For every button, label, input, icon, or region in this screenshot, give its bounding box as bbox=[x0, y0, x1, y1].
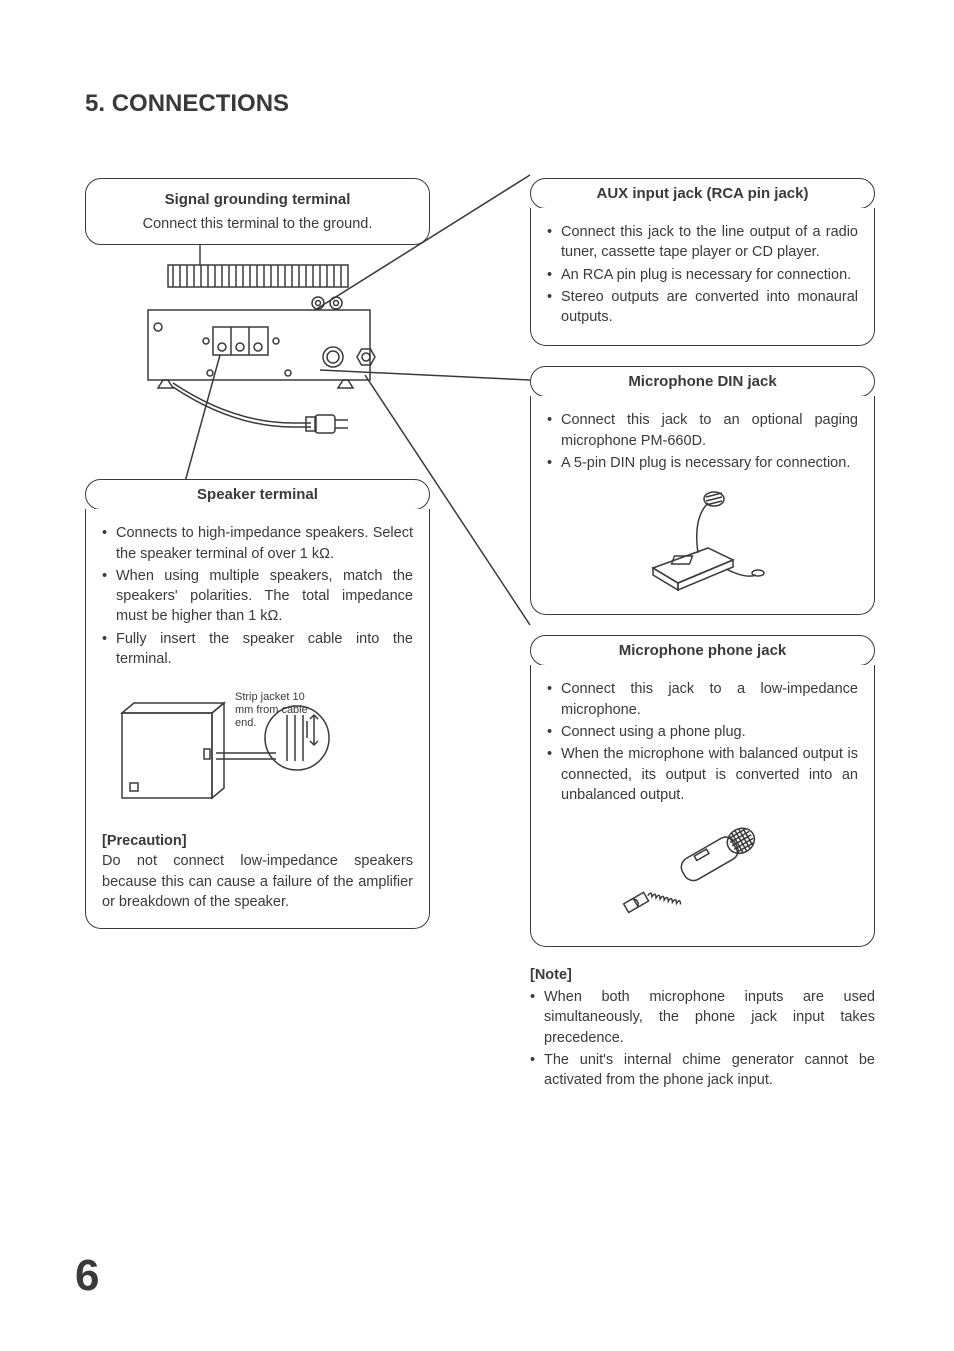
list-item: Stereo outputs are converted into monaur… bbox=[547, 287, 858, 328]
list-item: Connect this jack to an optional paging … bbox=[547, 410, 858, 451]
strip-l3: end. bbox=[235, 717, 256, 729]
section-number: 5. bbox=[85, 90, 105, 117]
callout-ground: Signal grounding terminal Connect this t… bbox=[85, 178, 430, 245]
din-bullets: Connect this jack to an optional paging … bbox=[547, 410, 858, 473]
din-title-box: Microphone DIN jack bbox=[530, 366, 875, 397]
speaker-bullets: Connects to high-impedance speakers. Sel… bbox=[102, 523, 413, 669]
precaution-title: [Precaution] bbox=[102, 833, 413, 849]
din-title: Microphone DIN jack bbox=[628, 373, 776, 390]
section-heading: 5. CONNECTIONS bbox=[85, 90, 879, 118]
list-item: A 5-pin DIN plug is necessary for connec… bbox=[547, 453, 858, 473]
callout-phone: Connect this jack to a low-impedance mic… bbox=[530, 665, 875, 947]
list-item: Connects to high-impedance speakers. Sel… bbox=[102, 523, 413, 564]
page-number: 6 bbox=[75, 1251, 99, 1301]
phone-title: Microphone phone jack bbox=[619, 642, 787, 659]
list-item: When the microphone with balanced output… bbox=[547, 744, 858, 805]
aux-title: AUX input jack (RCA pin jack) bbox=[597, 185, 809, 202]
list-item: When using multiple speakers, match the … bbox=[102, 566, 413, 627]
hand-mic-illustration bbox=[547, 815, 858, 930]
speaker-title-box: Speaker terminal bbox=[85, 479, 430, 510]
strip-note: Strip jacket 10 mm from cable end. bbox=[235, 691, 320, 729]
strip-l2: mm from cable bbox=[235, 704, 308, 716]
device-rear-diagram bbox=[118, 265, 398, 455]
list-item: Connect this jack to the line output of … bbox=[547, 222, 858, 263]
list-item: When both microphone inputs are used sim… bbox=[530, 987, 875, 1048]
speaker-illustration: Strip jacket 10 mm from cable end. bbox=[112, 683, 332, 813]
precaution-block: [Precaution] Do not connect low-impedanc… bbox=[102, 833, 413, 912]
callout-aux: Connect this jack to the line output of … bbox=[530, 208, 875, 346]
list-item: Fully insert the speaker cable into the … bbox=[102, 629, 413, 670]
precaution-text: Do not connect low-impedance speakers be… bbox=[102, 851, 413, 912]
callout-din: Connect this jack to an optional paging … bbox=[530, 396, 875, 615]
strip-l1: Strip jacket 10 bbox=[235, 691, 305, 703]
aux-title-box: AUX input jack (RCA pin jack) bbox=[530, 178, 875, 209]
list-item: Connect using a phone plug. bbox=[547, 722, 858, 742]
note-bullets: When both microphone inputs are used sim… bbox=[530, 987, 875, 1090]
callout-speaker: Connects to high-impedance speakers. Sel… bbox=[85, 509, 430, 929]
paging-mic-illustration bbox=[547, 483, 858, 598]
phone-bullets: Connect this jack to a low-impedance mic… bbox=[547, 679, 858, 805]
list-item: An RCA pin plug is necessary for connect… bbox=[547, 265, 858, 285]
section-title-text: CONNECTIONS bbox=[112, 90, 289, 117]
ground-title: Signal grounding terminal bbox=[102, 191, 413, 208]
list-item: The unit's internal chime generator cann… bbox=[530, 1050, 875, 1091]
note-block: [Note] When both microphone inputs are u… bbox=[530, 967, 875, 1090]
aux-bullets: Connect this jack to the line output of … bbox=[547, 222, 858, 327]
list-item: Connect this jack to a low-impedance mic… bbox=[547, 679, 858, 720]
speaker-title: Speaker terminal bbox=[197, 486, 318, 503]
ground-desc: Connect this terminal to the ground. bbox=[102, 214, 413, 234]
phone-title-box: Microphone phone jack bbox=[530, 635, 875, 666]
note-title: [Note] bbox=[530, 967, 875, 983]
